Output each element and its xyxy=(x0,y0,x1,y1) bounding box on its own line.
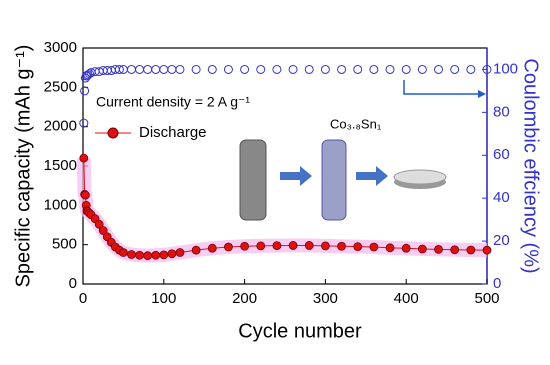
point xyxy=(114,64,124,74)
point xyxy=(119,248,128,257)
point xyxy=(135,250,144,260)
point xyxy=(304,241,314,250)
y-tick-label: 2000 xyxy=(44,118,77,135)
x-tick-label: 400 xyxy=(394,290,419,307)
point xyxy=(482,64,492,74)
point xyxy=(466,64,476,74)
point xyxy=(127,250,136,259)
point xyxy=(434,244,443,254)
y-tick-label: 1500 xyxy=(44,157,77,174)
x-tick-label: 300 xyxy=(313,290,338,307)
point xyxy=(353,64,363,74)
y2-tick-label: 100 xyxy=(493,60,518,77)
illustration xyxy=(239,139,447,221)
point xyxy=(353,242,363,252)
annotation: Current density = 2 A g⁻¹ xyxy=(96,94,250,110)
y2-tick-label: 60 xyxy=(493,146,510,163)
point xyxy=(450,245,460,255)
point xyxy=(272,64,282,74)
point xyxy=(80,86,90,96)
x-axis-label: Cycle number xyxy=(238,320,362,342)
y2-tick-label: 80 xyxy=(493,103,510,120)
point xyxy=(159,250,169,260)
point xyxy=(466,245,476,255)
point xyxy=(79,118,89,128)
point xyxy=(256,241,266,251)
point xyxy=(482,245,492,255)
point xyxy=(401,64,411,74)
point xyxy=(151,64,161,74)
point xyxy=(288,64,298,74)
point xyxy=(256,64,266,74)
y-tick-label: 500 xyxy=(52,236,77,253)
y-tick-label: 1000 xyxy=(44,196,77,213)
point xyxy=(175,64,185,74)
y-tick-label: 2500 xyxy=(44,78,77,95)
point xyxy=(191,245,201,255)
point xyxy=(450,64,460,74)
point xyxy=(143,64,153,74)
y2-tick-label: 0 xyxy=(493,275,501,292)
point xyxy=(191,64,201,74)
point xyxy=(417,244,427,254)
legend-label: Discharge xyxy=(139,124,207,141)
point xyxy=(385,243,395,253)
point xyxy=(126,64,136,74)
point xyxy=(159,64,169,74)
legend-marker xyxy=(107,127,119,139)
point xyxy=(320,241,330,251)
point xyxy=(337,64,347,74)
x-tick-label: 500 xyxy=(474,290,499,307)
point xyxy=(175,248,185,257)
point xyxy=(143,251,153,261)
point xyxy=(369,64,379,74)
point xyxy=(94,219,104,229)
point xyxy=(81,190,90,200)
axis-arrow-head xyxy=(478,90,486,98)
point xyxy=(224,242,233,252)
point xyxy=(207,243,217,253)
point xyxy=(320,64,330,74)
point xyxy=(401,243,411,253)
point xyxy=(79,153,89,163)
y-axis-label: Specific capacity (mAh g⁻¹) xyxy=(12,45,34,288)
x-tick-label: 100 xyxy=(151,290,176,307)
y2-axis-label: Coulombic effciency (%) xyxy=(520,58,542,273)
point xyxy=(304,64,314,74)
point xyxy=(84,69,94,79)
point xyxy=(207,64,217,74)
point xyxy=(240,241,250,251)
axis-arrow xyxy=(403,80,482,95)
y-tick-label: 3000 xyxy=(44,39,77,56)
point xyxy=(151,250,161,260)
x-tick-label: 0 xyxy=(79,290,87,307)
point xyxy=(385,64,395,74)
point xyxy=(240,64,250,74)
annotation: Co₃.₈Sn₁ xyxy=(330,116,382,131)
point xyxy=(417,64,427,74)
point xyxy=(135,64,145,74)
y2-tick-label: 40 xyxy=(493,189,510,206)
point xyxy=(272,241,282,251)
point xyxy=(288,241,298,250)
point xyxy=(369,242,379,252)
point xyxy=(337,241,346,251)
point xyxy=(223,64,233,74)
point xyxy=(167,64,177,74)
x-tick-label: 200 xyxy=(232,290,257,307)
y2-tick-label: 20 xyxy=(493,232,510,249)
point xyxy=(98,226,108,235)
y-tick-label: 0 xyxy=(69,275,77,292)
point xyxy=(434,64,444,74)
point xyxy=(167,249,177,259)
